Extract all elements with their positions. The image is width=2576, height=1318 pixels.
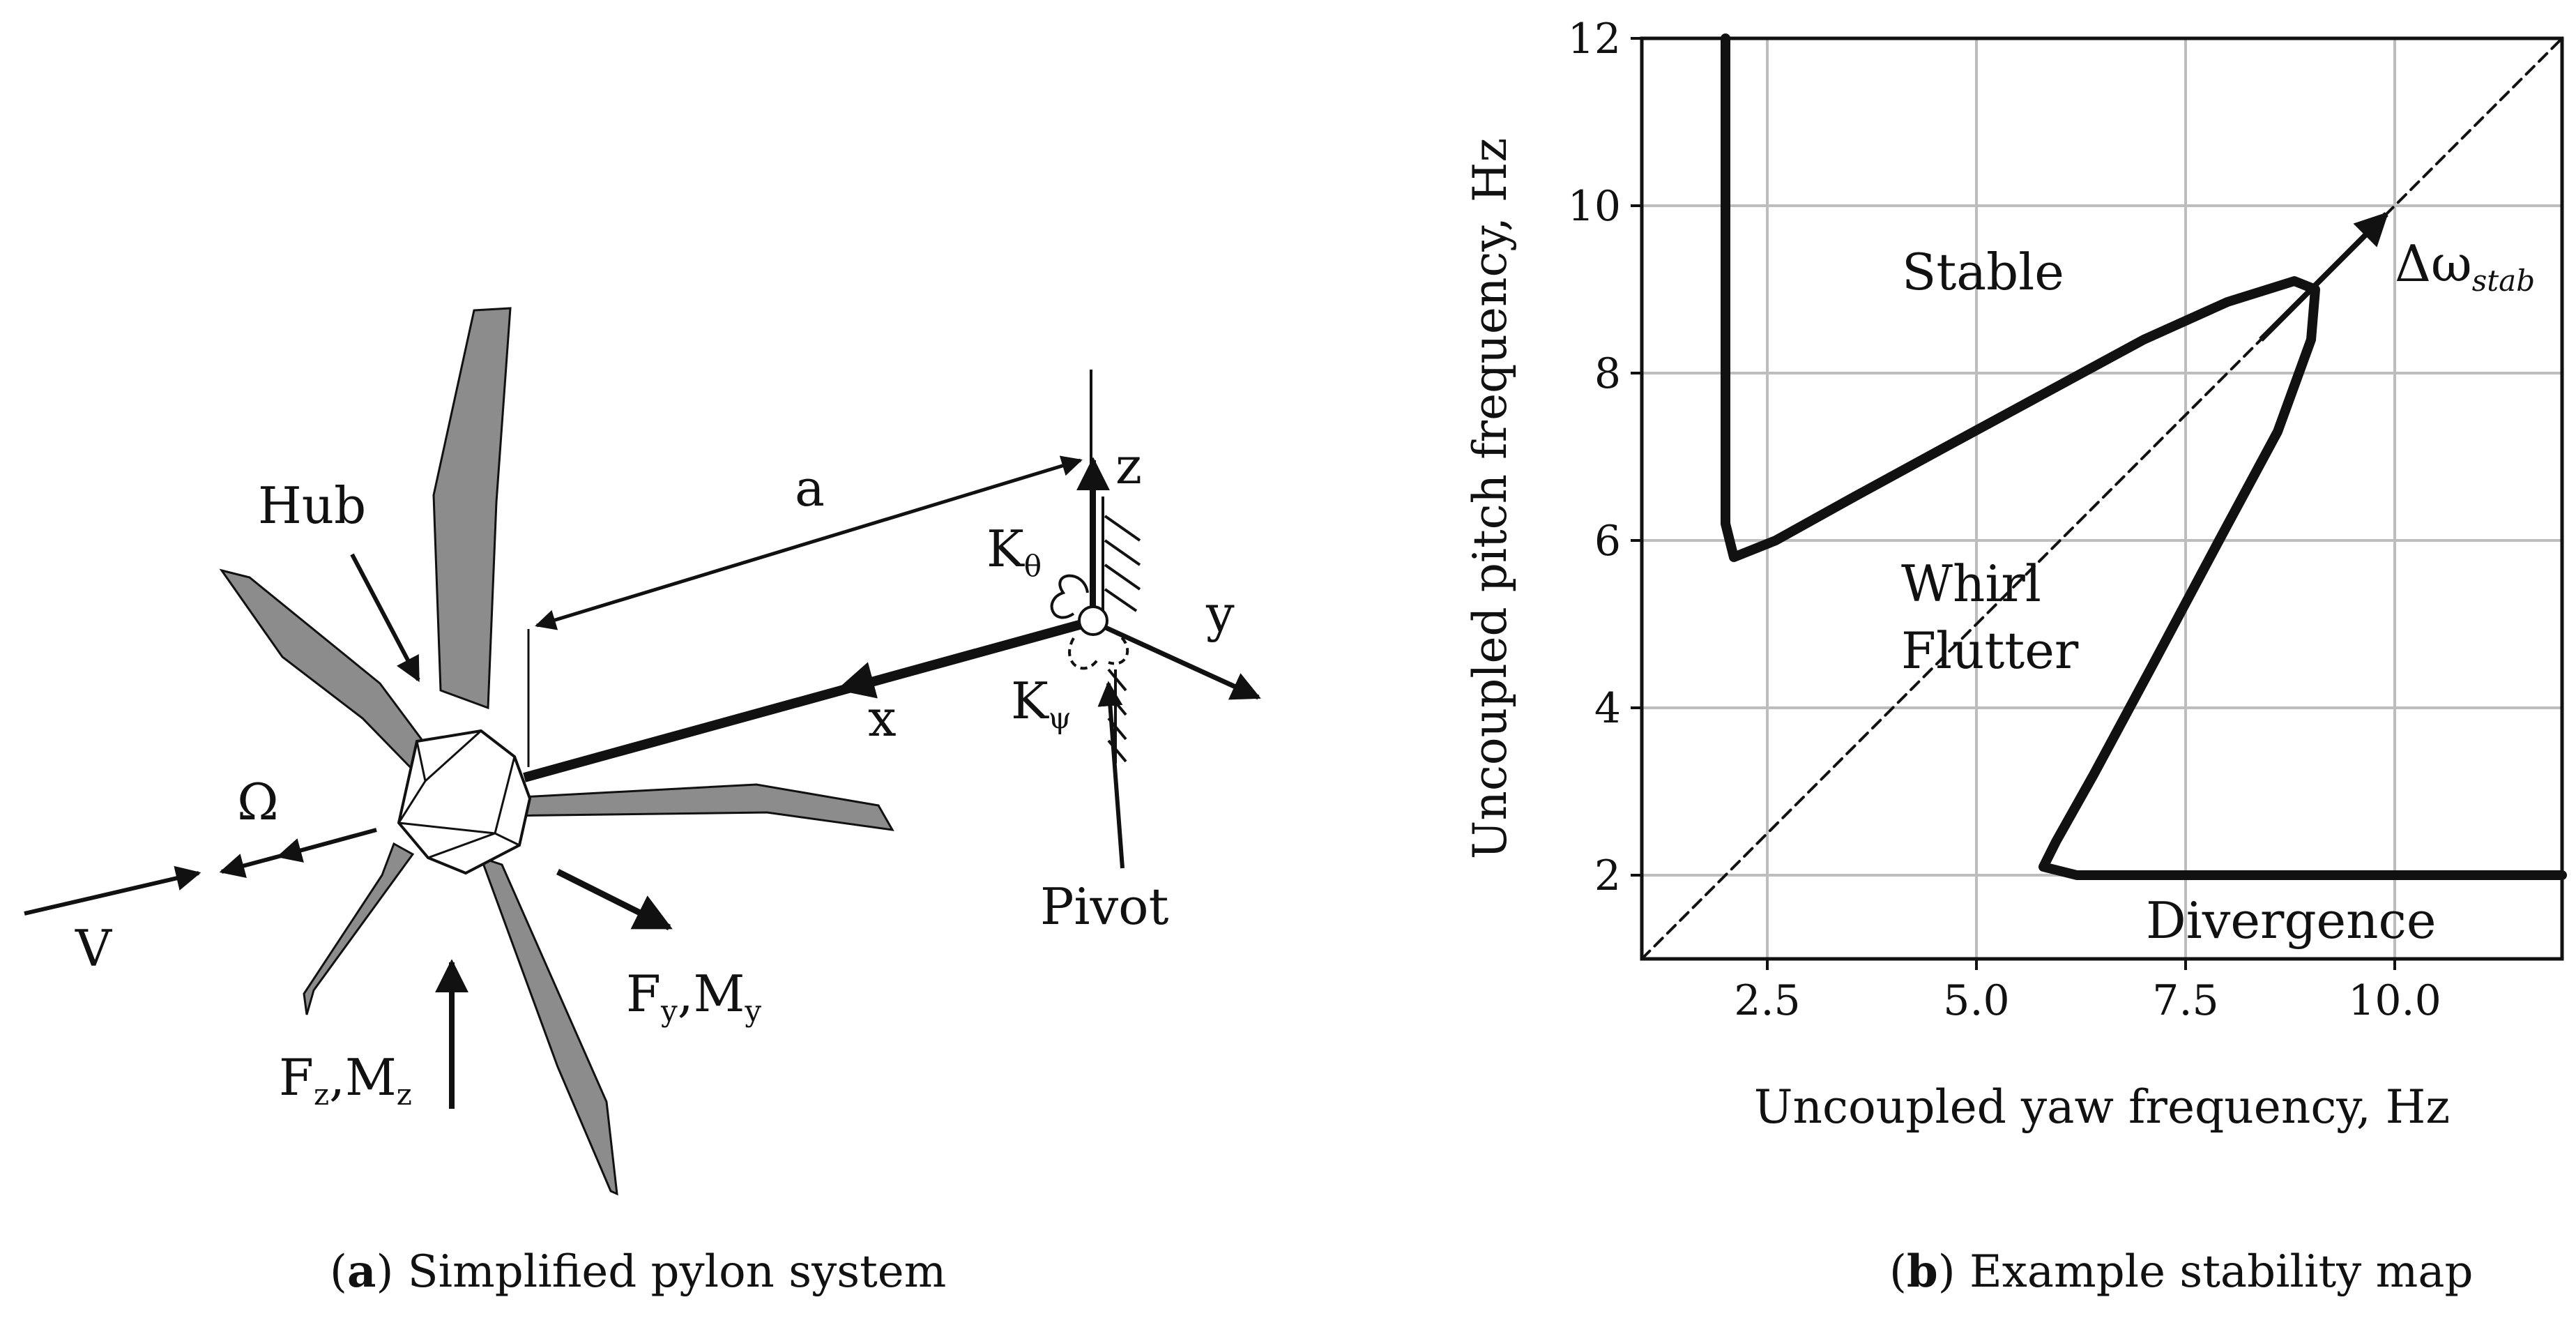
k-psi-label: Kψ	[1011, 672, 1072, 735]
hub-edge	[398, 821, 496, 835]
x-axis-label: Uncoupled yaw frequency, Hz	[1754, 1080, 2450, 1134]
y-tick-label: 12	[1568, 15, 1621, 63]
x-tick-label: 10.0	[2348, 976, 2441, 1025]
stability-boundary-line	[1721, 33, 2567, 880]
fy-arrow	[556, 868, 673, 931]
k-psi-spring-2	[1108, 630, 1129, 665]
k-psi-spring	[1068, 637, 1099, 670]
chart-series	[1640, 33, 2567, 960]
y-tick-label: 4	[1594, 684, 1621, 733]
pivot-joint	[1078, 605, 1108, 636]
hub-edge	[494, 756, 516, 834]
delta-omega-label: Δωstab	[2395, 234, 2535, 298]
blade-right	[494, 783, 894, 831]
x-tick-label: 7.5	[2152, 976, 2218, 1025]
k-theta-label: Kθ	[986, 520, 1042, 583]
blade-top	[432, 307, 512, 710]
hub-label: Hub	[258, 476, 366, 535]
ground-hatch-upper	[1102, 497, 1141, 614]
blade-upper-left	[219, 568, 428, 776]
x-axis-arrow	[836, 619, 1089, 699]
region-whirl: Whirl	[1901, 554, 2041, 613]
x-tick-label: 2.5	[1734, 976, 1800, 1025]
region-flutter: Flutter	[1901, 621, 2079, 680]
region-stable: Stable	[1902, 243, 2064, 301]
v-arrow	[24, 865, 201, 916]
chart-ticks: 2.5 5.0 7.5 10.0 2 4 6 8 10 12	[1568, 15, 2441, 1025]
x-tick-label: 5.0	[1943, 976, 2009, 1025]
omega-axis-line	[276, 828, 377, 863]
panel-a-pylon-diagram: Hub a z y x Ω V Kθ Kψ Pivot Fy,My Fz,Mz …	[24, 307, 1261, 1298]
v-label: V	[75, 919, 113, 978]
caption-b: (b) Example stability map	[1889, 1245, 2473, 1298]
chart-annotations	[2259, 211, 2389, 342]
hub-pointer	[350, 553, 420, 683]
blade-lower-left	[303, 842, 415, 1015]
y-tick-label: 6	[1594, 517, 1621, 566]
y-axis-label: Uncoupled pitch frequency, Hz	[1463, 138, 1517, 859]
y-label: y	[1205, 584, 1235, 643]
fz-mz-label: Fz,Mz	[279, 1048, 412, 1112]
y-tick-label: 10	[1568, 182, 1621, 231]
caption-a: (a) Simplified pylon system	[330, 1245, 946, 1298]
x-label: x	[868, 689, 897, 748]
dimension-a-arrow	[535, 455, 1083, 630]
pivot-label: Pivot	[1040, 877, 1168, 936]
omega-label: Ω	[237, 773, 279, 831]
z-label: z	[1115, 437, 1142, 495]
diagonal-dashed-line	[1640, 37, 2563, 960]
hub-edge	[424, 729, 482, 782]
y-tick-label: 8	[1594, 349, 1621, 398]
panel-b-stability-map: 2.5 5.0 7.5 10.0 2 4 6 8 10 12 Stable Whirl Flutt…	[1463, 15, 2567, 1298]
delta-arrow	[2259, 211, 2389, 342]
region-divergence: Divergence	[2146, 891, 2436, 950]
omega-arrow-2	[219, 854, 280, 878]
y-axis-arrow	[1097, 621, 1261, 700]
blade-bottom	[479, 856, 618, 1196]
plot-frame	[1640, 36, 2564, 961]
pivot-pointer	[1097, 681, 1125, 869]
fy-my-label: Fy,My	[626, 964, 761, 1028]
a-label: a	[795, 459, 825, 517]
y-tick-label: 2	[1594, 851, 1621, 900]
hub-edges	[397, 741, 520, 859]
